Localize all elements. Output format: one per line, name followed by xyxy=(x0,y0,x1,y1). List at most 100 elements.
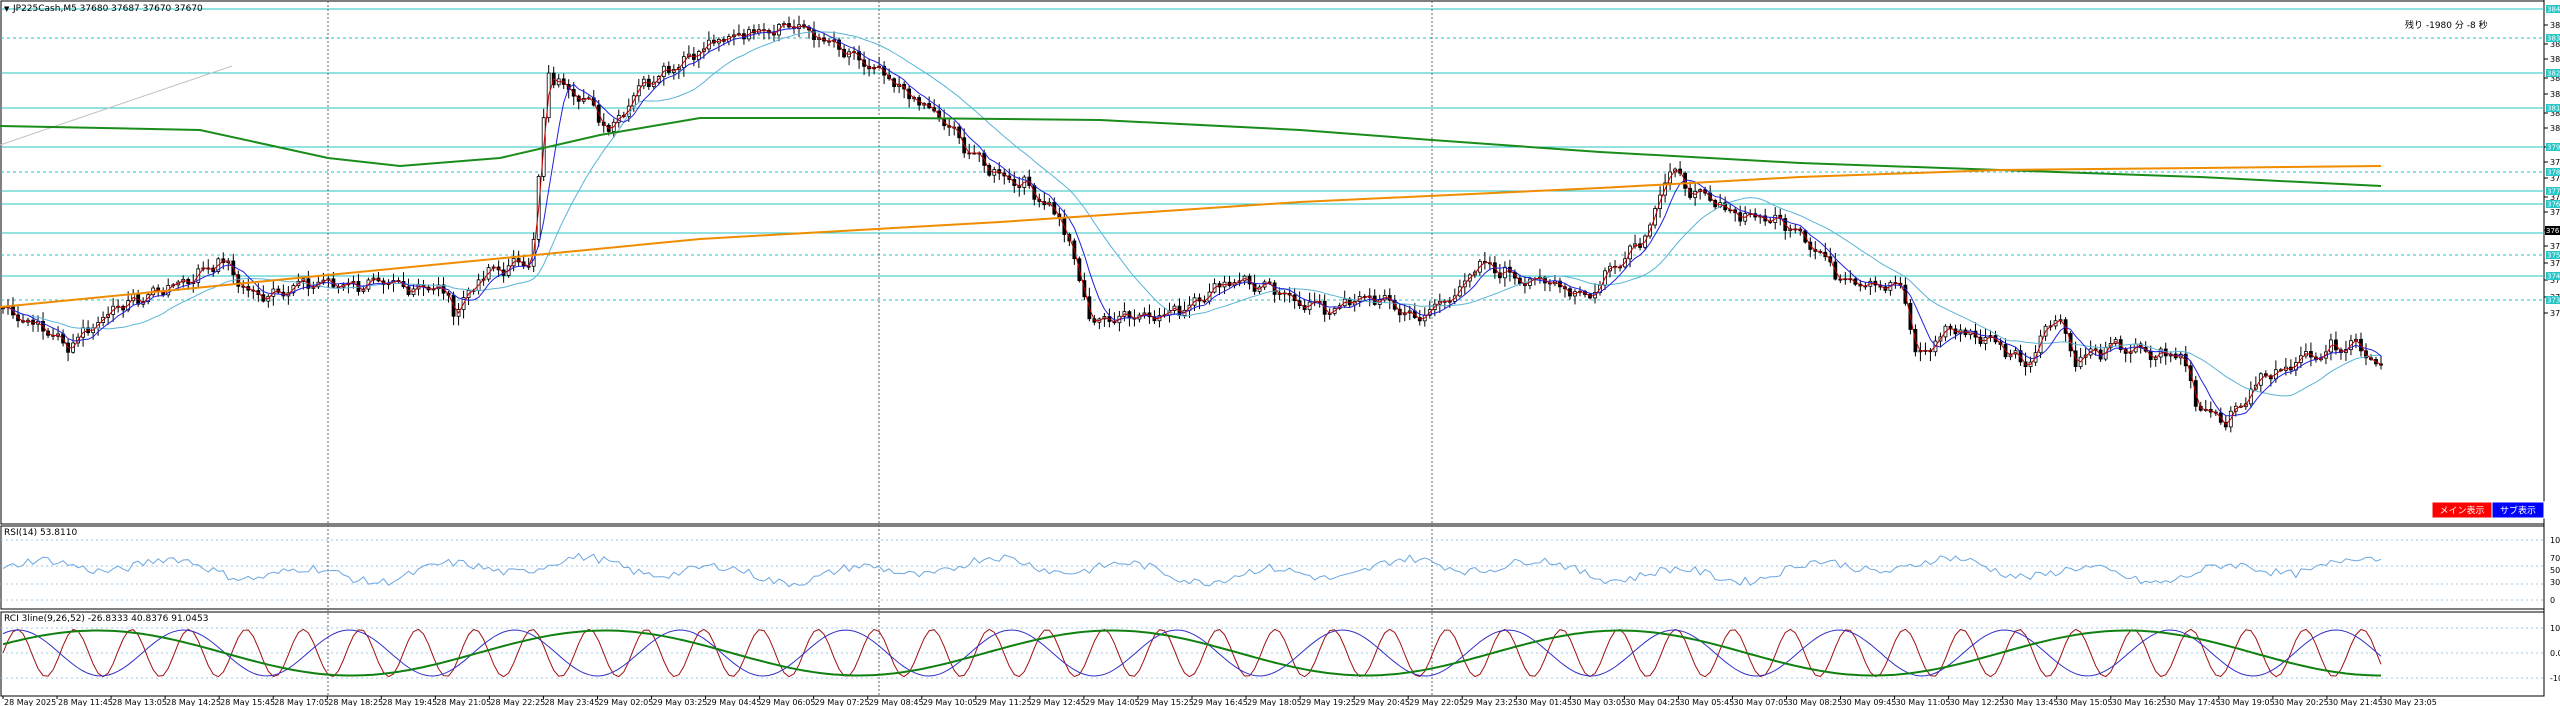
time-axis: 28 May 2025 28 May 11:45 28 May 13:05 28 Ma… xyxy=(2,696,2437,706)
time-tick-label: 30 May 04:25 xyxy=(1625,698,1680,706)
time-tick-label: 29 May 07:25 xyxy=(815,698,870,706)
rsi-tick-label: 0 xyxy=(2550,596,2555,605)
horizontal-levels xyxy=(1,8,2544,679)
chart-header-arrow-icon[interactable]: ▼ xyxy=(4,5,10,13)
time-tick-label: 28 May 2025 xyxy=(4,698,56,706)
level-tag-label: 37444 xyxy=(2547,273,2560,281)
price-tick-label: 37363 xyxy=(2550,309,2560,318)
rci-indicator: 100 0.00 -100 xyxy=(2,624,2560,683)
price-tick-label: 38409 xyxy=(2550,21,2560,30)
rci-tick-label: 100 xyxy=(2550,624,2560,633)
time-tick-label: 30 May 07:05 xyxy=(1733,698,1788,706)
time-tick-label: 29 May 04:45 xyxy=(707,698,762,706)
rsi-tick-label: 70 xyxy=(2550,554,2560,563)
price-tick-label: 37793 xyxy=(2550,193,2560,202)
time-tick-label: 30 May 09:45 xyxy=(1842,698,1897,706)
candle-body xyxy=(2379,363,2383,366)
time-tick-label: 30 May 03:05 xyxy=(1571,698,1626,706)
level-tag xyxy=(2546,5,2560,13)
time-tick-label: 29 May 03:25 xyxy=(653,698,708,706)
time-tick-label: 29 May 15:25 xyxy=(1139,698,1194,706)
time-tick-label: 28 May 14:25 xyxy=(166,698,221,706)
level-tag xyxy=(2546,187,2560,195)
time-tick-label: 30 May 23:05 xyxy=(2382,698,2437,706)
time-tick-label: 28 May 18:25 xyxy=(328,698,383,706)
rci-mid-line xyxy=(2,629,2382,677)
price-tick-label: 37546 xyxy=(2550,259,2560,268)
level-tag-label: 37789 xyxy=(2547,188,2560,196)
time-tick-label: 30 May 05:45 xyxy=(1679,698,1734,706)
level-tag-label: 37670 xyxy=(2547,201,2560,209)
level-tag xyxy=(2546,296,2560,304)
rsi-line xyxy=(2,552,2382,588)
time-tick-label: 28 May 22:25 xyxy=(490,698,545,706)
time-tick-label: 30 May 17:45 xyxy=(2166,698,2221,706)
main-display-button[interactable]: メイン表示 xyxy=(2431,501,2493,519)
time-tick-label: 29 May 02:05 xyxy=(599,698,654,706)
level-tag xyxy=(2546,251,2560,259)
level-tag xyxy=(2546,69,2560,77)
level-tag-label: 37570 xyxy=(2547,252,2560,260)
rsi-tick-label: 30 xyxy=(2550,578,2560,587)
time-tick-label: 28 May 23:45 xyxy=(544,698,599,706)
chart-symbol-header: JP225Cash,M5 37680 37687 37670 37670 xyxy=(12,4,203,14)
time-tick-label: 29 May 11:25 xyxy=(977,698,1032,706)
time-tick-label: 28 May 11:45 xyxy=(58,698,113,706)
level-tag xyxy=(2546,143,2560,151)
level-tag xyxy=(2546,200,2560,208)
ma-slow-line xyxy=(2,31,2382,397)
time-tick-label: 29 May 23:25 xyxy=(1463,698,1518,706)
time-tick-label: 28 May 21:05 xyxy=(436,698,491,706)
rci-label: RCI 3line(9,26,52) -26.8333 40.8376 91.0… xyxy=(4,614,208,624)
price-tick-label: 37863 xyxy=(2550,174,2560,183)
level-tag xyxy=(2546,168,2560,176)
time-tick-label: 29 May 08:45 xyxy=(869,698,924,706)
level-tag-label: 38131 xyxy=(2547,105,2560,113)
time-tick-label: 28 May 17:05 xyxy=(274,698,329,706)
main-display-button-label: メイン表示 xyxy=(2439,505,2484,517)
level-tag-label: 37371 xyxy=(2547,297,2560,305)
price-tick-label: 37483 xyxy=(2550,276,2560,285)
level-tag-label: 38384 xyxy=(2547,35,2560,43)
rsi-tick-label: 50 xyxy=(2550,566,2560,575)
time-tick-label: 30 May 16:25 xyxy=(2112,698,2167,706)
time-tick-label: 28 May 13:05 xyxy=(112,698,167,706)
rci-tick-label: -100 xyxy=(2550,674,2560,683)
rsi-tick-label: 100 xyxy=(2550,536,2560,545)
level-tag-label: 37998 xyxy=(2547,144,2560,152)
level-tag xyxy=(2546,34,2560,42)
time-tick-label: 30 May 19:05 xyxy=(2220,698,2275,706)
time-tick-label: 29 May 22:05 xyxy=(1409,698,1464,706)
time-tick-label: 30 May 15:05 xyxy=(2058,698,2113,706)
level-tag-label: 38470 xyxy=(2547,6,2560,14)
time-tick-label: 29 May 10:05 xyxy=(923,698,978,706)
time-tick-label: 30 May 13:45 xyxy=(2004,698,2059,706)
rci-short-line xyxy=(2,628,2382,678)
trendline-segment[interactable] xyxy=(0,65,233,146)
time-tick-label: 30 May 12:25 xyxy=(1950,698,2005,706)
price-tick-label: 38346 xyxy=(2550,40,2560,49)
sub-display-button-label: サブ表示 xyxy=(2500,505,2536,517)
level-tag xyxy=(2546,272,2560,280)
time-tick-label: 29 May 20:45 xyxy=(1355,698,1410,706)
price-tick-label: 38288 xyxy=(2550,55,2560,64)
price-tick-label: 37733 xyxy=(2550,208,2560,217)
price-tick-label: 37918 xyxy=(2550,158,2560,167)
sub-display-button[interactable]: サブ表示 xyxy=(2491,501,2545,519)
time-tick-label: 28 May 19:45 xyxy=(382,698,437,706)
price-axis: 3840938346382883822338163381003803837978… xyxy=(2544,5,2560,318)
ma-fast-line xyxy=(2,23,2382,426)
time-tick-label: 30 May 20:25 xyxy=(2274,698,2329,706)
time-tick-label: 30 May 08:25 xyxy=(1788,698,1843,706)
time-tick-label: 30 May 21:45 xyxy=(2328,698,2383,706)
rci-tick-label: 0.00 xyxy=(2550,649,2560,658)
price-tick-label: 38223 xyxy=(2550,74,2560,83)
rsi-label: RSI(14) 53.8110 xyxy=(4,528,77,538)
level-tag xyxy=(2546,104,2560,112)
time-tick-label: 29 May 06:05 xyxy=(761,698,816,706)
trendline[interactable] xyxy=(0,65,233,146)
bar-countdown: 残り -1980 分 -8 秒 xyxy=(2405,19,2488,31)
